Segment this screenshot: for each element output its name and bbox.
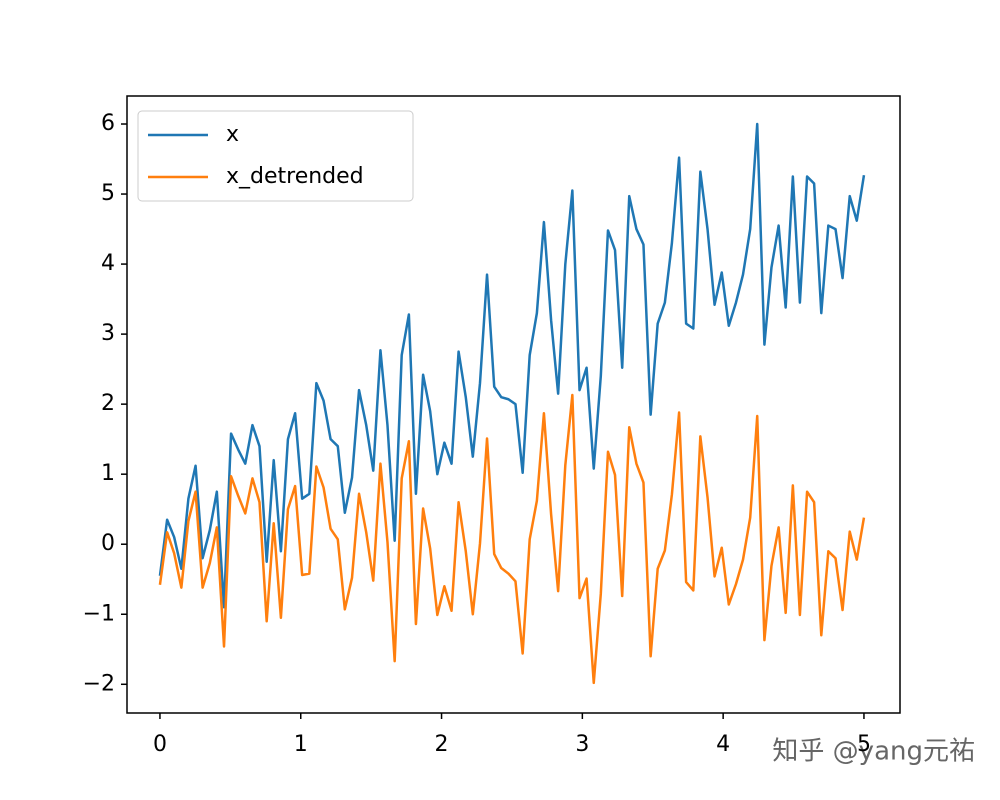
- x-tick-label: 1: [294, 732, 308, 757]
- line-series: [158, 122, 866, 609]
- y-tick-label: 4: [101, 251, 115, 276]
- line-series: [158, 393, 866, 685]
- y-tick-label: 0: [101, 531, 115, 556]
- y-tick-label: 2: [101, 391, 115, 416]
- x-tick-label: 2: [435, 732, 449, 757]
- x-tick-label: 5: [857, 732, 871, 757]
- axes-frame: [126, 95, 901, 714]
- y-tick-label: 5: [101, 181, 115, 206]
- y-tick-label: 3: [101, 321, 115, 346]
- y-tick-label: −1: [83, 601, 115, 626]
- y-tick-label: 1: [101, 461, 115, 486]
- y-tick-label: 6: [101, 111, 115, 136]
- legend-label: x: [226, 122, 239, 147]
- x-tick-label: 0: [153, 732, 167, 757]
- watermark: 知乎 @yang元祐: [772, 737, 975, 767]
- x-tick-label: 3: [575, 732, 589, 757]
- legend-label: x_detrended: [226, 164, 364, 189]
- legend-box: [137, 110, 414, 202]
- y-tick-label: −2: [83, 671, 115, 696]
- x-tick-label: 4: [716, 732, 730, 757]
